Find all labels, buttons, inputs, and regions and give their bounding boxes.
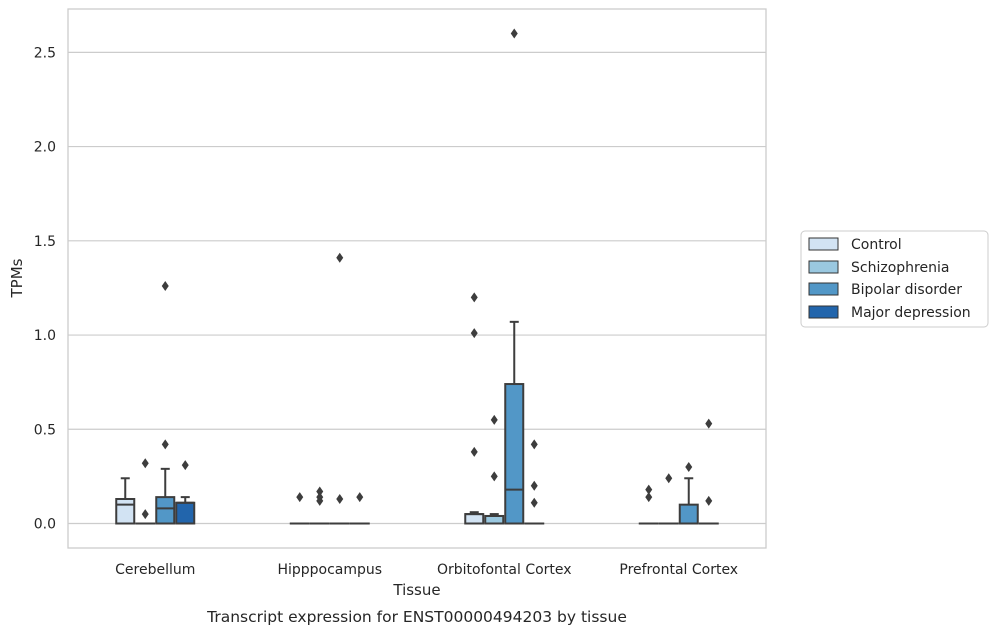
legend-label-schizophrenia: Schizophrenia: [851, 260, 949, 276]
outlier-point: [665, 473, 673, 484]
legend-swatch-control: [808, 237, 839, 251]
outlier-point: [470, 292, 478, 303]
y-tick-label: 2.5: [34, 45, 56, 61]
legend-swatch-major-depression: [808, 305, 839, 319]
box-schizophrenia-orbitofontal-cortex: [484, 414, 505, 525]
box-major-depression-orbitofontal-cortex: [524, 439, 545, 525]
outlier-point: [316, 486, 324, 497]
box-schizophrenia-hipppocampus: [309, 486, 330, 525]
y-tick-label: 1.5: [34, 234, 56, 250]
x-axis-title: Tissue: [392, 581, 440, 599]
legend-label-bipolar-disorder: Bipolar disorder: [851, 282, 962, 298]
box-schizophrenia-cerebellum: [135, 458, 156, 525]
legend-frame: [800, 230, 989, 328]
x-tick-label: Hipppocampus: [277, 562, 382, 578]
outlier-point: [510, 28, 518, 39]
legend-label-control: Control: [851, 237, 902, 253]
box-schizophrenia-prefrontal-cortex: [658, 473, 679, 525]
y-tick-label: 1.0: [34, 328, 56, 344]
outlier-point: [685, 461, 693, 472]
outlier-point: [141, 458, 149, 469]
chart-caption: Transcript expression for ENST0000049420…: [206, 608, 627, 626]
outlier-point: [705, 418, 713, 429]
legend: Control Schizophrenia Bipolar disorder M…: [800, 230, 989, 328]
y-axis-ticks: 0.0 0.5 1.0 1.5 2.0 2.5: [34, 45, 56, 532]
box-bipolar-disorder-prefrontal-cortex: [678, 461, 699, 525]
outlier-point: [141, 509, 149, 520]
box-control-cerebellum: [115, 477, 136, 525]
outlier-point: [470, 328, 478, 339]
box-bipolar-disorder-hipppocampus: [329, 252, 350, 525]
box-control-prefrontal-cortex: [638, 484, 659, 525]
outlier-point: [530, 439, 538, 450]
plot-background: [68, 9, 766, 548]
box-major-depression-cerebellum: [175, 460, 196, 525]
outlier-point: [645, 492, 653, 503]
x-tick-label: Prefrontal Cortex: [619, 562, 738, 578]
y-tick-label: 0.0: [34, 517, 56, 533]
box-bipolar-disorder-orbitofontal-cortex: [504, 28, 525, 525]
x-tick-label: Cerebellum: [115, 562, 195, 578]
box-iqr: [464, 513, 485, 525]
outlier-point: [530, 497, 538, 508]
box-control-hipppocampus: [289, 492, 310, 525]
outlier-point: [530, 480, 538, 491]
x-axis-ticks: Cerebellum Hipppocampus Orbitofontal Corte…: [115, 562, 738, 578]
y-axis-title: TPMs: [8, 258, 26, 298]
outlier-point: [705, 495, 713, 506]
outlier-point: [490, 471, 498, 482]
box-major-depression-hipppocampus: [349, 492, 370, 525]
box-iqr: [504, 383, 525, 525]
outlier-point: [356, 492, 364, 503]
legend-swatch-schizophrenia: [808, 260, 839, 274]
outlier-point: [181, 460, 189, 471]
outlier-point: [316, 495, 324, 506]
outlier-point: [645, 484, 653, 495]
box-iqr: [155, 496, 176, 525]
outlier-point: [336, 252, 344, 263]
outlier-point: [161, 439, 169, 450]
box-groups: [115, 28, 719, 525]
outlier-point: [296, 492, 304, 503]
outlier-point: [470, 446, 478, 457]
box-iqr: [484, 514, 505, 525]
legend-label-major-depression: Major depression: [851, 305, 971, 321]
box-iqr: [175, 501, 196, 525]
box-major-depression-prefrontal-cortex: [698, 418, 719, 525]
outlier-point: [161, 281, 169, 292]
y-tick-label: 2.0: [34, 140, 56, 156]
plot-frame: [67, 8, 767, 549]
legend-swatch-bipolar-disorder: [808, 282, 839, 296]
box-iqr: [115, 498, 136, 525]
x-tick-label: Orbitofontal Cortex: [437, 562, 572, 578]
outlier-point: [336, 494, 344, 504]
box-iqr: [678, 503, 699, 525]
box-control-orbitofontal-cortex: [464, 292, 485, 525]
outlier-point: [490, 414, 498, 425]
box-bipolar-disorder-cerebellum: [155, 281, 176, 525]
y-tick-label: 0.5: [34, 422, 56, 438]
